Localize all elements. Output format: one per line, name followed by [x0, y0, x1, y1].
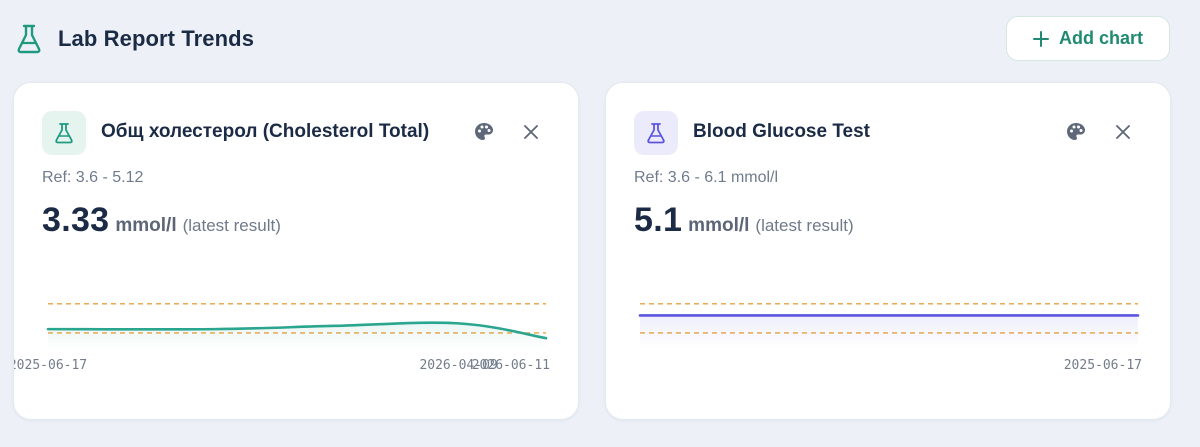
close-icon[interactable] — [1112, 121, 1134, 143]
latest-value: 3.33 — [42, 201, 110, 239]
flask-icon — [647, 123, 665, 144]
add-chart-label: Add chart — [1058, 28, 1143, 48]
trend-chart: 2025-06-17 — [638, 303, 1142, 373]
reference-range: Ref: 3.6 - 5.12 — [42, 169, 144, 186]
series-line — [46, 321, 548, 340]
latest-value: 5.1 — [634, 201, 683, 239]
latest-value-row: 3.33 mmol/l (latest result) — [42, 201, 281, 240]
latest-result-note: (latest result) — [755, 216, 854, 235]
x-tick-label: 2025-06-17 — [14, 358, 87, 373]
card-title: Общ холестерол (Cholesterol Total) — [101, 121, 430, 142]
latest-result-note: (latest result) — [182, 216, 281, 235]
page-title: Lab Report Trends — [58, 26, 255, 51]
x-tick-label: 2025-06-17 — [1064, 358, 1142, 373]
page-header: Lab Report Trends Add chart — [0, 0, 1200, 78]
chart-card-cholesterol: Общ холестерол (Cholesterol Total) Ref: … — [13, 82, 579, 420]
card-icon-badge — [634, 111, 678, 155]
reference-range: Ref: 3.6 - 6.1 mmol/l — [634, 169, 779, 186]
value-unit: mmol/l — [115, 215, 177, 236]
flask-icon — [55, 123, 73, 144]
palette-icon[interactable] — [1064, 120, 1088, 144]
series-area — [48, 322, 546, 349]
series-area — [640, 315, 1138, 349]
value-unit: mmol/l — [688, 215, 750, 236]
add-chart-button[interactable]: Add chart — [1006, 16, 1170, 61]
flask-icon — [17, 24, 41, 54]
chart-card-glucose: Blood Glucose Test Ref: 3.6 - 6.1 mmol/l… — [605, 82, 1171, 420]
plus-icon — [1032, 30, 1049, 47]
close-icon[interactable] — [520, 121, 542, 143]
latest-value-row: 5.1 mmol/l (latest result) — [634, 201, 854, 240]
palette-icon[interactable] — [472, 120, 496, 144]
card-icon-badge — [42, 111, 86, 155]
card-title: Blood Glucose Test — [693, 121, 871, 142]
x-tick-label: 2026-04-09 — [419, 358, 497, 373]
x-tick-label: 2026-06-11 — [472, 358, 550, 373]
